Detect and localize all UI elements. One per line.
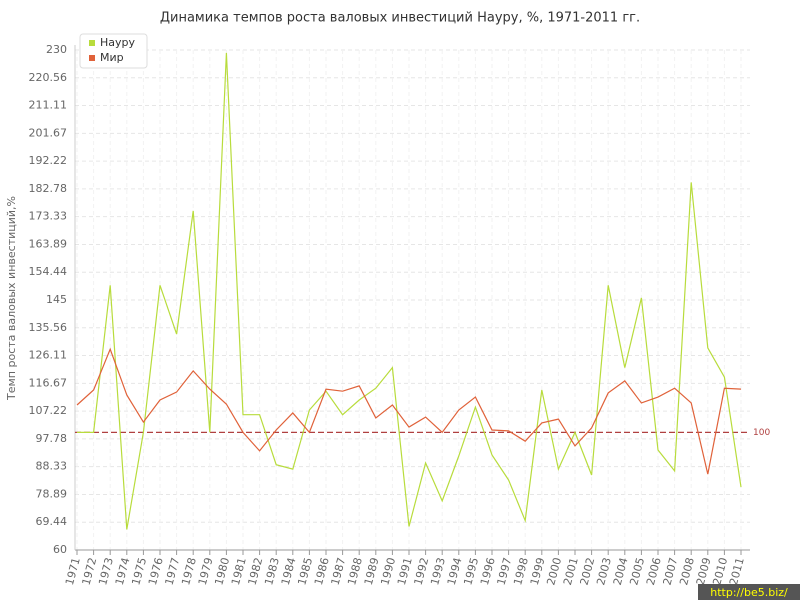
y-tick-label: 60 <box>53 543 67 556</box>
legend-label: Мир <box>100 51 124 64</box>
legend-swatch <box>89 55 95 61</box>
y-tick-label: 135.56 <box>29 321 68 334</box>
y-tick-label: 163.89 <box>29 237 68 250</box>
y-tick-label: 182.78 <box>29 182 68 195</box>
y-tick-label: 78.89 <box>36 487 68 500</box>
y-tick-label: 201.67 <box>29 126 68 139</box>
plot-area <box>75 45 750 550</box>
legend-label: Науру <box>100 36 136 49</box>
y-tick-label: 107.22 <box>29 404 68 417</box>
y-tick-label: 69.44 <box>36 515 68 528</box>
chart-title: Динамика темпов роста валовых инвестиций… <box>160 11 640 26</box>
y-tick-label: 220.56 <box>29 71 68 84</box>
legend-swatch <box>89 40 95 46</box>
watermark: http://be5.biz/ <box>710 586 788 599</box>
legend-box <box>79 33 148 69</box>
y-tick-label: 88.33 <box>36 460 68 473</box>
y-tick-label: 145 <box>46 293 67 306</box>
y-tick-label: 173.33 <box>29 210 68 223</box>
y-tick-label: 97.78 <box>36 432 68 445</box>
y-tick-label: 192.22 <box>29 154 68 167</box>
y-tick-label: 126.11 <box>29 349 68 362</box>
watermark-box <box>698 584 800 600</box>
y-tick-label: 116.67 <box>29 376 68 389</box>
y-tick-label: 154.44 <box>29 265 68 278</box>
y-tick-label: 230 <box>46 43 67 56</box>
reference-label: 100 <box>753 428 770 438</box>
series-line <box>77 52 742 530</box>
y-axis-label: Темп роста валовых инвестиций,% <box>5 196 18 401</box>
y-tick-label: 211.11 <box>29 99 68 112</box>
series-line <box>76 347 742 475</box>
